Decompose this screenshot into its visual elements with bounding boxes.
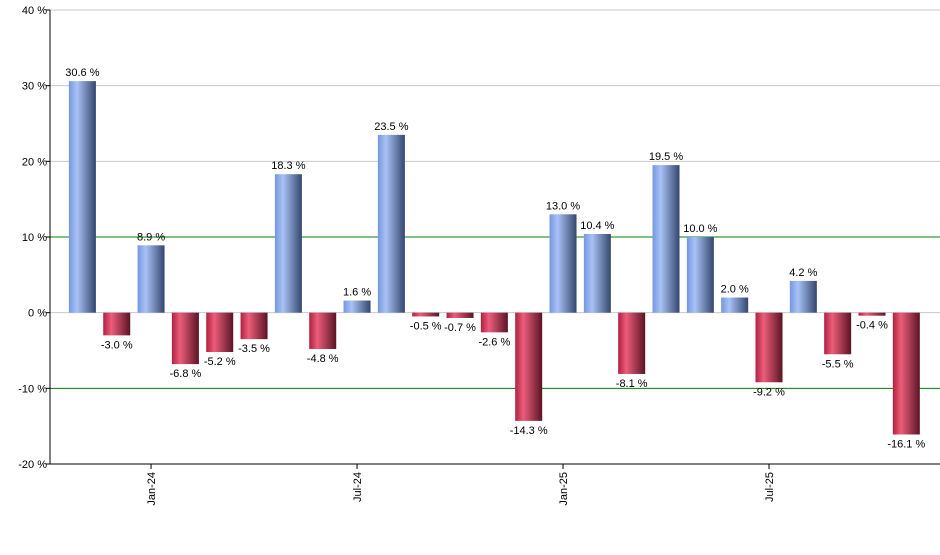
bar-Mar-24 bbox=[206, 312, 234, 353]
data-label: -4.8 % bbox=[307, 353, 339, 365]
data-label: 23.5 % bbox=[374, 121, 408, 133]
data-label: 8.9 % bbox=[137, 231, 165, 243]
data-label: -8.1 % bbox=[616, 378, 648, 390]
data-label: -16.1 % bbox=[887, 438, 925, 450]
data-label: -5.5 % bbox=[822, 358, 854, 370]
bar-Jan-25 bbox=[549, 214, 577, 313]
data-label: 13.0 % bbox=[546, 200, 580, 212]
bar-Jan-24 bbox=[137, 245, 165, 313]
data-label: 10.0 % bbox=[683, 223, 717, 235]
bar-Jun-24 bbox=[309, 312, 337, 349]
y-tick-label: 10 % bbox=[22, 232, 47, 244]
bar-May-25 bbox=[686, 237, 714, 313]
bar-May-24 bbox=[274, 174, 302, 313]
data-label: -6.8 % bbox=[169, 368, 201, 380]
bar-Aug-25 bbox=[789, 280, 817, 313]
bar-Mar-25 bbox=[618, 312, 646, 374]
bar-Sep-24 bbox=[412, 312, 440, 317]
data-label: -0.5 % bbox=[410, 320, 442, 332]
x-tick-label: Jul-24 bbox=[352, 472, 364, 502]
bar-Dec-23 bbox=[103, 312, 131, 336]
bar-Nov-24 bbox=[480, 312, 508, 333]
y-tick-label: 0 % bbox=[28, 308, 47, 320]
bar-Apr-24 bbox=[240, 312, 268, 340]
bar-Nov-25 bbox=[892, 312, 920, 435]
x-tick-label: Jan-24 bbox=[146, 472, 158, 506]
data-label: -0.4 % bbox=[856, 320, 888, 332]
bar-Oct-25 bbox=[858, 312, 886, 316]
data-label: -9.2 % bbox=[753, 386, 785, 398]
bar-Sep-25 bbox=[824, 312, 852, 355]
data-label: -3.0 % bbox=[101, 339, 133, 351]
x-tick-label: Jan-25 bbox=[558, 472, 570, 506]
bar-Jul-25 bbox=[755, 312, 783, 383]
data-label: 2.0 % bbox=[721, 284, 749, 296]
data-label: -5.2 % bbox=[204, 356, 236, 368]
bar-Nov-23 bbox=[68, 81, 96, 313]
x-tick-label: Jul-25 bbox=[764, 472, 776, 502]
data-label: 4.2 % bbox=[789, 267, 817, 279]
y-tick-label: 40 % bbox=[22, 5, 47, 17]
data-label: 1.6 % bbox=[343, 287, 371, 299]
y-tick-label: 20 % bbox=[22, 156, 47, 168]
data-label: 19.5 % bbox=[649, 151, 683, 163]
y-tick-label: -10 % bbox=[18, 383, 47, 395]
bar-Feb-25 bbox=[583, 233, 611, 313]
data-label: -3.5 % bbox=[238, 343, 270, 355]
y-tick-label: -20 % bbox=[18, 459, 47, 471]
bar-Dec-24 bbox=[515, 312, 543, 421]
data-label: -2.6 % bbox=[478, 336, 510, 348]
bar-Oct-24 bbox=[446, 312, 474, 318]
data-label: -14.3 % bbox=[510, 425, 548, 437]
data-label: -0.7 % bbox=[444, 322, 476, 334]
y-tick-label: 30 % bbox=[22, 81, 47, 93]
bar-Apr-25 bbox=[652, 165, 680, 313]
bar-Feb-24 bbox=[171, 312, 199, 365]
data-label: 30.6 % bbox=[65, 67, 99, 79]
bar-Jun-25 bbox=[721, 297, 749, 313]
data-label: 10.4 % bbox=[580, 220, 614, 232]
bar-Aug-24 bbox=[377, 134, 405, 313]
data-label: 18.3 % bbox=[271, 160, 305, 172]
bar-Jul-24 bbox=[343, 300, 371, 313]
